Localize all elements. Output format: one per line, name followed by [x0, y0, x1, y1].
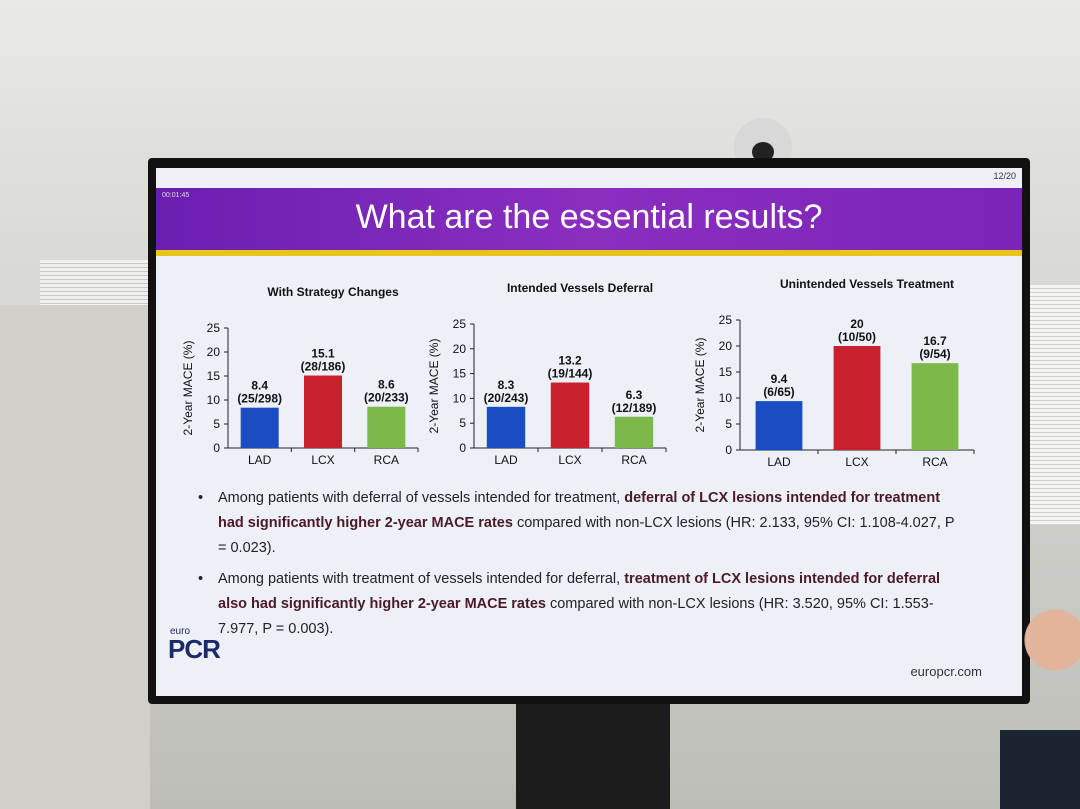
- y-tick-label: 5: [213, 417, 220, 431]
- y-tick-label: 20: [207, 345, 221, 359]
- bullet-list: Among patients with deferral of vessels …: [196, 486, 956, 648]
- y-axis-label: 2-Year MACE (%): [693, 338, 707, 433]
- bar: [486, 406, 526, 448]
- text: compared with non-LCX lesions (HR: 2.133…: [218, 515, 955, 556]
- x-tick-label: LAD: [767, 455, 791, 469]
- count-label: (20/233): [364, 391, 409, 405]
- y-tick-label: 20: [719, 339, 733, 353]
- x-tick-label: RCA: [922, 455, 947, 469]
- y-tick-label: 15: [453, 367, 467, 381]
- bar: [614, 416, 654, 448]
- bar: [550, 382, 590, 448]
- x-tick-label: LCX: [845, 455, 868, 469]
- bar: [367, 406, 406, 448]
- value-label: 20: [850, 317, 864, 331]
- bar: [755, 401, 803, 450]
- value-label: 6.3: [626, 388, 643, 402]
- camera-lens: [752, 142, 774, 162]
- value-label: 8.3: [498, 378, 515, 392]
- window-blinds: [40, 260, 148, 305]
- x-tick-label: RCA: [621, 453, 646, 467]
- charts: With Strategy Changes 2-Year MACE (%) 0 5 10…: [181, 277, 975, 469]
- y-tick-label: 10: [719, 391, 733, 405]
- value-label: 16.7: [923, 334, 947, 348]
- text: Among patients with treatment of vessels…: [218, 571, 625, 587]
- title-bar: [156, 188, 1022, 256]
- y-tick-label: 20: [453, 342, 467, 356]
- bullet: Among patients with treatment of vessels…: [196, 567, 956, 642]
- y-tick-label: 25: [453, 317, 467, 331]
- bar: [240, 407, 279, 448]
- window-blinds: [1030, 285, 1080, 525]
- x-tick-label: RCA: [374, 453, 399, 467]
- chart-title: With Strategy Changes: [267, 285, 399, 299]
- y-tick-label: 10: [207, 393, 221, 407]
- y-tick-label: 25: [207, 321, 221, 335]
- chart-title: Intended Vessels Deferral: [507, 281, 653, 295]
- chart-title: Unintended Vessels Treatment: [780, 277, 954, 291]
- count-label: (19/144): [548, 367, 593, 381]
- count-label: (10/50): [838, 330, 876, 344]
- bold-text: deferral of LCX lesions intended for tre…: [218, 490, 941, 531]
- value-label: 15.1: [311, 347, 335, 361]
- logo-text: euro: [170, 626, 191, 637]
- value-label: 8.4: [251, 379, 268, 393]
- y-tick-label: 15: [207, 369, 221, 383]
- count-label: (12/189): [612, 401, 657, 415]
- slide: What are the essential results? 12/20 00…: [156, 168, 1022, 696]
- screen-stand: [516, 700, 670, 809]
- y-tick-label: 5: [725, 417, 732, 431]
- y-tick-label: 0: [459, 441, 466, 455]
- count-label: (6/65): [763, 385, 794, 399]
- y-axis-label: 2-Year MACE (%): [427, 339, 441, 434]
- person: [1000, 600, 1080, 809]
- y-tick-label: 15: [719, 365, 733, 379]
- bar: [833, 346, 881, 450]
- count-label: (25/298): [237, 392, 282, 406]
- count-label: (9/54): [919, 347, 950, 361]
- bullet: Among patients with deferral of vessels …: [196, 486, 956, 561]
- y-tick-label: 0: [725, 443, 732, 457]
- ceiling-camera: [734, 118, 792, 164]
- value-label: 8.6: [378, 378, 395, 392]
- bar: [911, 363, 959, 450]
- x-tick-label: LCX: [311, 453, 334, 467]
- wall: [0, 305, 150, 809]
- x-tick-label: LCX: [558, 453, 581, 467]
- bold-text: treatment of LCX lesions intended for de…: [218, 571, 941, 612]
- x-tick-label: LAD: [494, 453, 518, 467]
- text: Among patients with deferral of vessels …: [218, 490, 625, 506]
- y-tick-label: 5: [459, 416, 466, 430]
- y-tick-label: 10: [453, 391, 467, 405]
- bar: [304, 375, 342, 448]
- value-label: 9.4: [771, 372, 788, 386]
- timer: 00:01:45: [162, 192, 190, 199]
- slide-number: 12/20: [993, 171, 1016, 181]
- value-label: 13.2: [558, 354, 582, 368]
- x-tick-label: LAD: [248, 453, 272, 467]
- website: europcr.com: [910, 664, 982, 679]
- logo: PCR: [168, 634, 221, 664]
- text: compared with non-LCX lesions (HR: 3.520…: [218, 596, 934, 637]
- y-axis-label: 2-Year MACE (%): [181, 341, 195, 436]
- count-label: (20/243): [484, 391, 529, 405]
- count-label: (28/186): [301, 360, 346, 374]
- slide-title: What are the essential results?: [355, 198, 823, 236]
- y-tick-label: 25: [719, 313, 733, 327]
- y-tick-label: 0: [213, 441, 220, 455]
